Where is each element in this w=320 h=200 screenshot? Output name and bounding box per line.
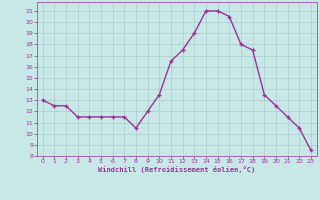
X-axis label: Windchill (Refroidissement éolien,°C): Windchill (Refroidissement éolien,°C) xyxy=(98,166,255,173)
